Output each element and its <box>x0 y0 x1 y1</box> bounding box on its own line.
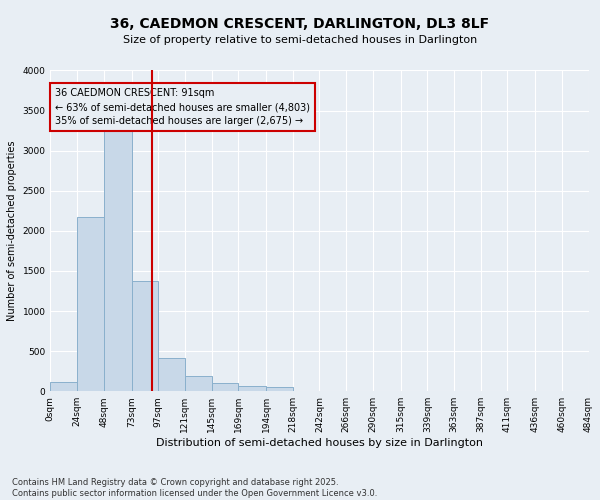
Text: Contains HM Land Registry data © Crown copyright and database right 2025.
Contai: Contains HM Land Registry data © Crown c… <box>12 478 377 498</box>
Bar <box>50 382 77 392</box>
Text: 36, CAEDMON CRESCENT, DARLINGTON, DL3 8LF: 36, CAEDMON CRESCENT, DARLINGTON, DL3 8L… <box>110 18 490 32</box>
Bar <box>212 383 238 392</box>
X-axis label: Distribution of semi-detached houses by size in Darlington: Distribution of semi-detached houses by … <box>156 438 483 448</box>
Bar <box>266 388 293 392</box>
Bar <box>77 217 104 392</box>
Text: Size of property relative to semi-detached houses in Darlington: Size of property relative to semi-detach… <box>123 35 477 45</box>
Bar <box>185 376 212 392</box>
Text: 36 CAEDMON CRESCENT: 91sqm
← 63% of semi-detached houses are smaller (4,803)
35%: 36 CAEDMON CRESCENT: 91sqm ← 63% of semi… <box>55 88 310 126</box>
Bar <box>131 280 158 392</box>
Bar <box>158 358 185 392</box>
Y-axis label: Number of semi-detached properties: Number of semi-detached properties <box>7 140 17 321</box>
Bar <box>238 386 266 392</box>
Bar <box>104 132 131 392</box>
